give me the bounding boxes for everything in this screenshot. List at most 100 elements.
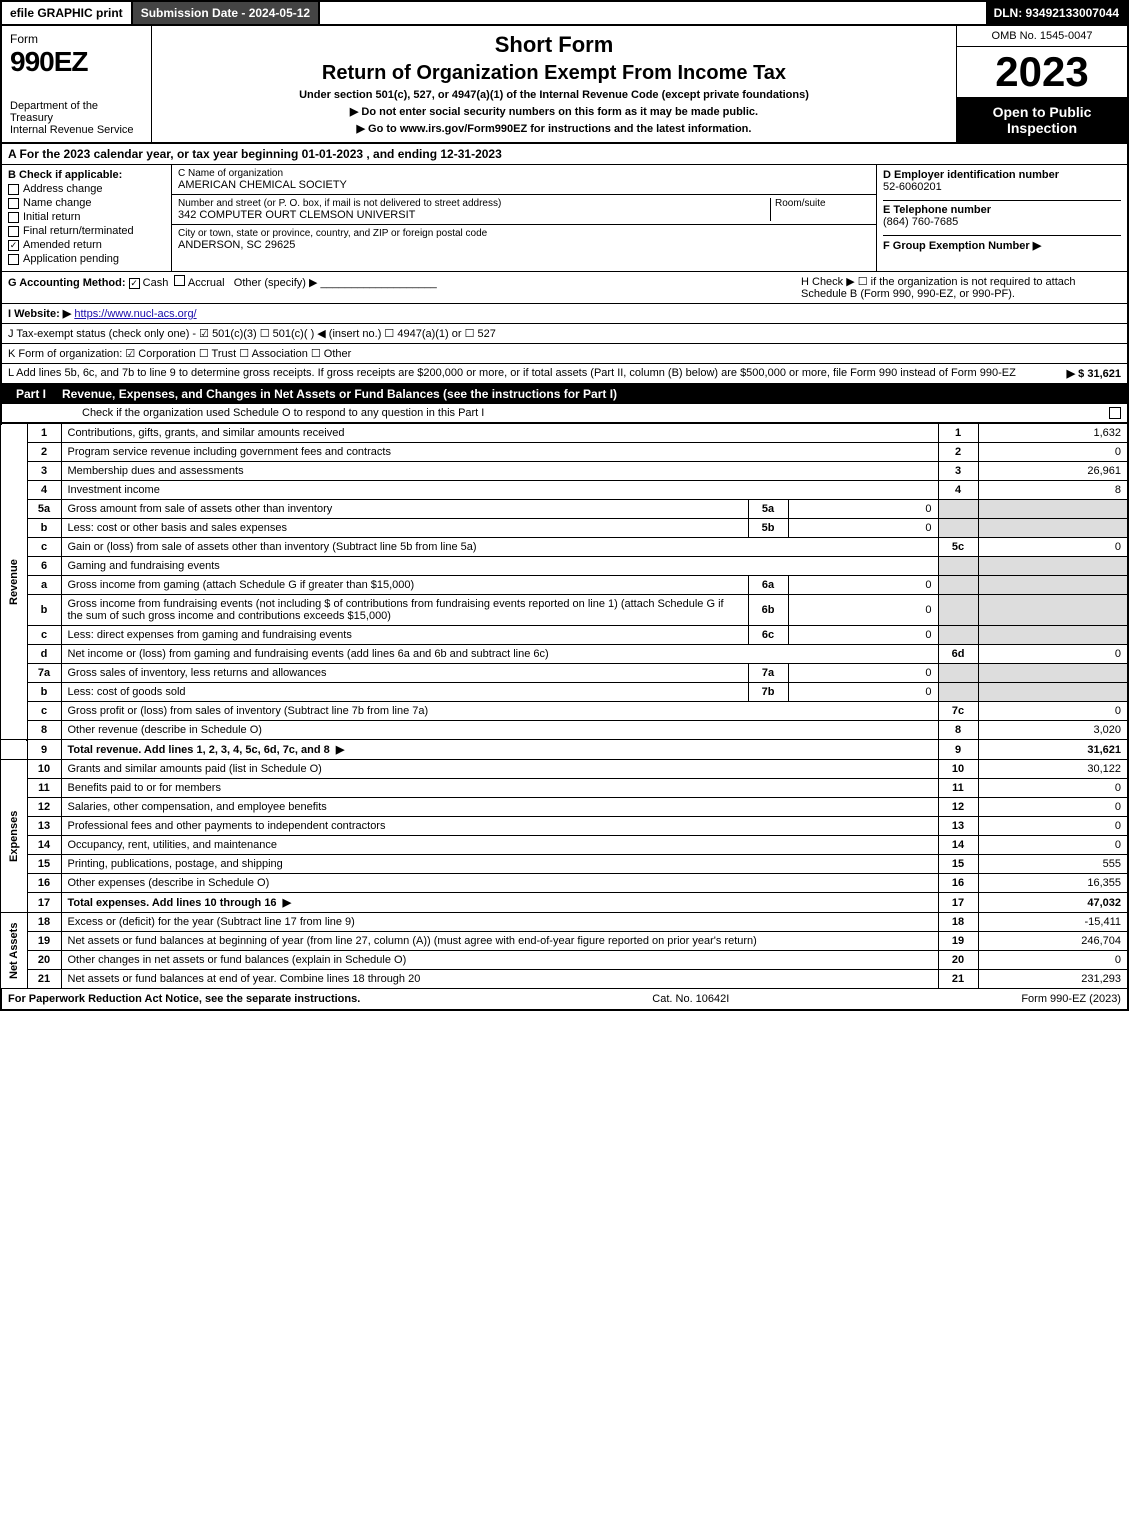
line-i: I Website: ▶ https://www.nucl-acs.org/ [0, 304, 1129, 324]
c-street-label: Number and street (or P. O. box, if mail… [178, 198, 770, 209]
row-10: Expenses 10 Grants and similar amounts p… [1, 760, 1128, 779]
part-i-header: Part I Revenue, Expenses, and Changes in… [0, 384, 1129, 404]
r11-val: 0 [978, 779, 1128, 798]
r13-val: 0 [978, 817, 1128, 836]
title-long: Return of Organization Exempt From Incom… [162, 62, 946, 85]
r6-val-shade [978, 557, 1128, 576]
part-i-sub-check[interactable] [1109, 407, 1121, 419]
inspection-badge: Open to Public Inspection [957, 98, 1127, 142]
r9-rt: 9 [938, 740, 978, 760]
lines-table: Revenue 1 Contributions, gifts, grants, … [0, 423, 1129, 989]
r9-num: 9 [27, 740, 61, 760]
submission-date: Submission Date - 2024-05-12 [133, 2, 320, 24]
r7a-desc: Gross sales of inventory, less returns a… [68, 667, 327, 679]
row-2: 2 Program service revenue including gove… [1, 443, 1128, 462]
r5a-box: 5a [748, 500, 788, 519]
expenses-side-label: Expenses [1, 760, 27, 913]
r21-rt: 21 [938, 970, 978, 989]
r16-desc: Other expenses (describe in Schedule O) [68, 877, 270, 889]
row-11: 11 Benefits paid to or for members 11 0 [1, 779, 1128, 798]
check-amended-return[interactable]: Amended return [8, 239, 165, 251]
row-6d: d Net income or (loss) from gaming and f… [1, 645, 1128, 664]
r7c-desc: Gross profit or (loss) from sales of inv… [68, 705, 429, 717]
topbar-spacer [320, 2, 985, 24]
row-16: 16 Other expenses (describe in Schedule … [1, 874, 1128, 893]
r18-desc: Excess or (deficit) for the year (Subtra… [68, 916, 355, 928]
r5b-num: b [27, 519, 61, 538]
r20-num: 20 [27, 951, 61, 970]
r4-desc: Investment income [68, 484, 160, 496]
r4-val: 8 [978, 481, 1128, 500]
r12-desc: Salaries, other compensation, and employ… [68, 801, 327, 813]
r1-val: 1,632 [978, 424, 1128, 443]
r19-num: 19 [27, 932, 61, 951]
header-center: Short Form Return of Organization Exempt… [152, 26, 957, 142]
row-6: 6 Gaming and fundraising events [1, 557, 1128, 576]
check-application-pending[interactable]: Application pending [8, 253, 165, 265]
r21-val: 231,293 [978, 970, 1128, 989]
r17-rt: 17 [938, 893, 978, 913]
line-gh: G Accounting Method: Cash Accrual Other … [0, 272, 1129, 304]
r21-num: 21 [27, 970, 61, 989]
r3-desc: Membership dues and assessments [68, 465, 244, 477]
row-14: 14 Occupancy, rent, utilities, and maint… [1, 836, 1128, 855]
r11-desc: Benefits paid to or for members [68, 782, 221, 794]
r6-num: 6 [27, 557, 61, 576]
row-7b: b Less: cost of goods sold 7b 0 [1, 683, 1128, 702]
r6a-val-shade [978, 576, 1128, 595]
r6c-desc: Less: direct expenses from gaming and fu… [68, 629, 352, 641]
r5b-rt-shade [938, 519, 978, 538]
check-initial-return[interactable]: Initial return [8, 211, 165, 223]
r6b-rt-shade [938, 595, 978, 626]
r8-num: 8 [27, 721, 61, 740]
r6b-boxval: 0 [788, 595, 938, 626]
r10-desc: Grants and similar amounts paid (list in… [68, 763, 322, 775]
g-cash-label: Cash [143, 277, 169, 289]
r16-num: 16 [27, 874, 61, 893]
r18-num: 18 [27, 913, 61, 932]
i-label: I Website: ▶ [8, 308, 71, 320]
dln-label: DLN: 93492133007044 [986, 2, 1127, 24]
form-word: Form [10, 32, 143, 46]
revenue-side-end [1, 740, 27, 760]
g-accrual-check[interactable] [174, 275, 185, 286]
check-name-change[interactable]: Name change [8, 197, 165, 209]
r19-desc: Net assets or fund balances at beginning… [68, 935, 757, 947]
row-8: 8 Other revenue (describe in Schedule O)… [1, 721, 1128, 740]
r7b-boxval: 0 [788, 683, 938, 702]
r7a-box: 7a [748, 664, 788, 683]
r6c-rt-shade [938, 626, 978, 645]
r6a-boxval: 0 [788, 576, 938, 595]
r5a-boxval: 0 [788, 500, 938, 519]
r7c-num: c [27, 702, 61, 721]
check-initial-return-label: Initial return [23, 211, 80, 223]
r5b-val-shade [978, 519, 1128, 538]
form-number: 990EZ [10, 46, 143, 78]
row-19: 19 Net assets or fund balances at beginn… [1, 932, 1128, 951]
r11-rt: 11 [938, 779, 978, 798]
r6-rt-shade [938, 557, 978, 576]
r2-num: 2 [27, 443, 61, 462]
row-5b: b Less: cost or other basis and sales ex… [1, 519, 1128, 538]
d-ein-value: 52-6060201 [883, 181, 1121, 193]
c-name-label: C Name of organization [178, 168, 870, 179]
website-link[interactable]: https://www.nucl-acs.org/ [74, 308, 196, 320]
row-9: 9 Total revenue. Add lines 1, 2, 3, 4, 5… [1, 740, 1128, 760]
r7a-rt-shade [938, 664, 978, 683]
header-left: Form 990EZ Department of the Treasury In… [2, 26, 152, 142]
footer-center: Cat. No. 10642I [652, 993, 729, 1005]
part-i-sub: Check if the organization used Schedule … [0, 404, 1129, 423]
row-17: 17 Total expenses. Add lines 10 through … [1, 893, 1128, 913]
r5a-val-shade [978, 500, 1128, 519]
r3-num: 3 [27, 462, 61, 481]
section-bcd: B Check if applicable: Address change Na… [0, 165, 1129, 272]
part-i-label: Part I [10, 387, 52, 401]
g-cash-check[interactable] [129, 278, 140, 289]
r3-val: 26,961 [978, 462, 1128, 481]
check-name-change-label: Name change [23, 197, 92, 209]
row-7a: 7a Gross sales of inventory, less return… [1, 664, 1128, 683]
check-final-return[interactable]: Final return/terminated [8, 225, 165, 237]
check-address-change[interactable]: Address change [8, 183, 165, 195]
omb-number: OMB No. 1545-0047 [957, 26, 1127, 47]
row-6b: b Gross income from fundraising events (… [1, 595, 1128, 626]
